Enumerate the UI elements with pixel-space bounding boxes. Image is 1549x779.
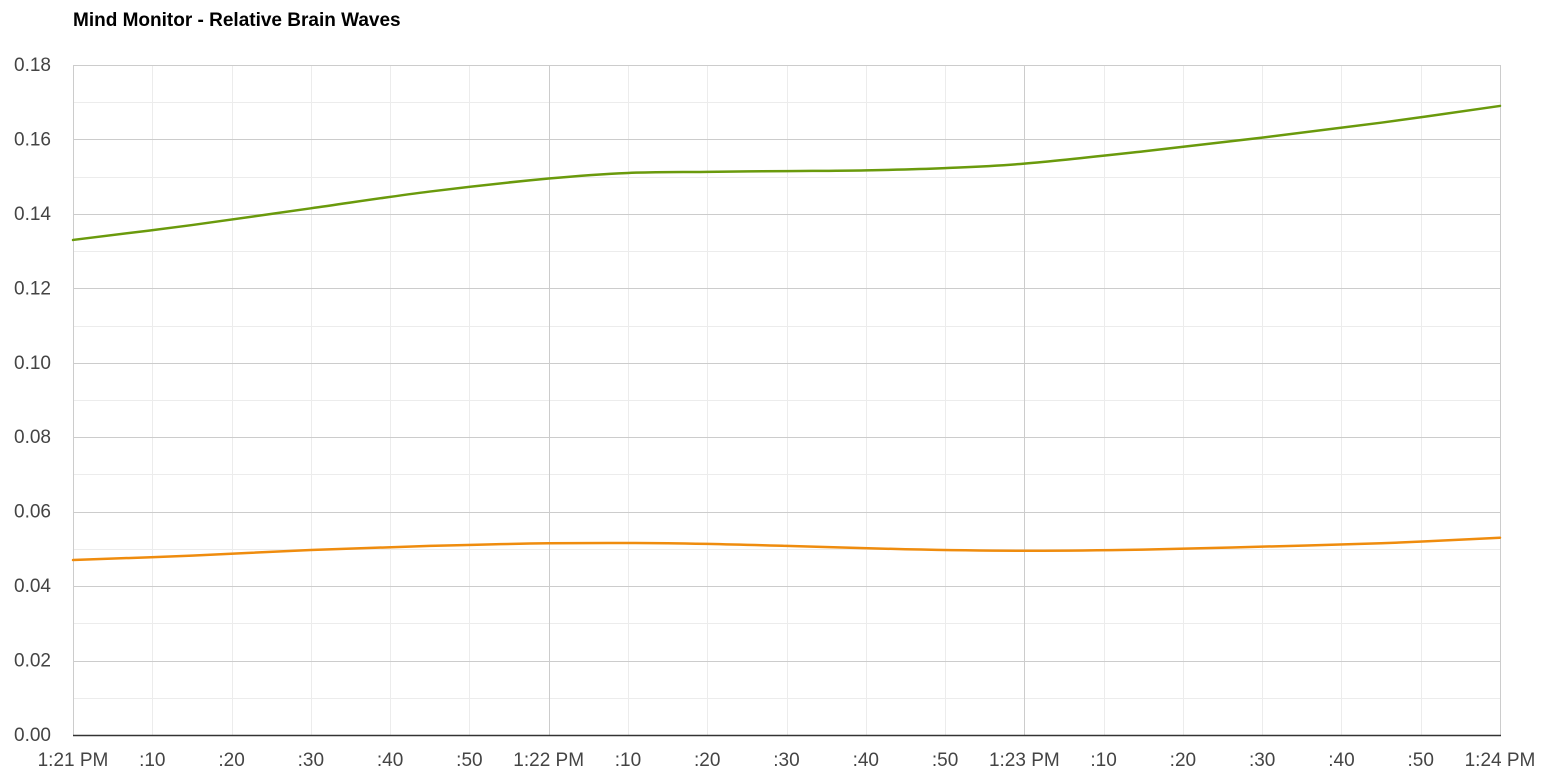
y-tick-label: 0.06 [14,502,51,523]
x-tick-label: :30 [298,750,324,771]
x-tick-label: :30 [773,750,799,771]
chart-title: Mind Monitor - Relative Brain Waves [73,10,401,31]
x-tick-label: :20 [1170,750,1196,771]
series-line-1 [71,104,1502,242]
x-tick-label: :30 [1249,750,1275,771]
x-tick-label: :50 [456,750,482,771]
y-tick-label: 0.10 [14,353,51,374]
x-tick-label: :10 [615,750,641,771]
y-tick-label: 0.12 [14,278,51,299]
y-tick-label: 0.00 [14,725,51,746]
x-tick-label: 1:22 PM [513,750,584,771]
y-tick-label: 0.04 [14,576,51,597]
x-tick-label: :40 [853,750,879,771]
x-tick-label: :50 [932,750,958,771]
x-tick-label: :40 [377,750,403,771]
x-tick-label: :20 [694,750,720,771]
y-tick-label: 0.02 [14,651,51,672]
x-tick-label: :40 [1328,750,1354,771]
x-tick-label: :10 [1090,750,1116,771]
series-line-2 [71,536,1502,562]
x-tick-label: 1:21 PM [38,750,109,771]
x-tick-label: :10 [139,750,165,771]
x-tick-label: 1:24 PM [1465,750,1536,771]
x-tick-label: :50 [1408,750,1434,771]
x-tick-label: 1:23 PM [989,750,1060,771]
y-tick-label: 0.18 [14,55,51,76]
x-tick-label: :20 [218,750,244,771]
y-tick-label: 0.08 [14,427,51,448]
y-tick-label: 0.14 [14,204,51,225]
y-tick-label: 0.16 [14,129,51,150]
